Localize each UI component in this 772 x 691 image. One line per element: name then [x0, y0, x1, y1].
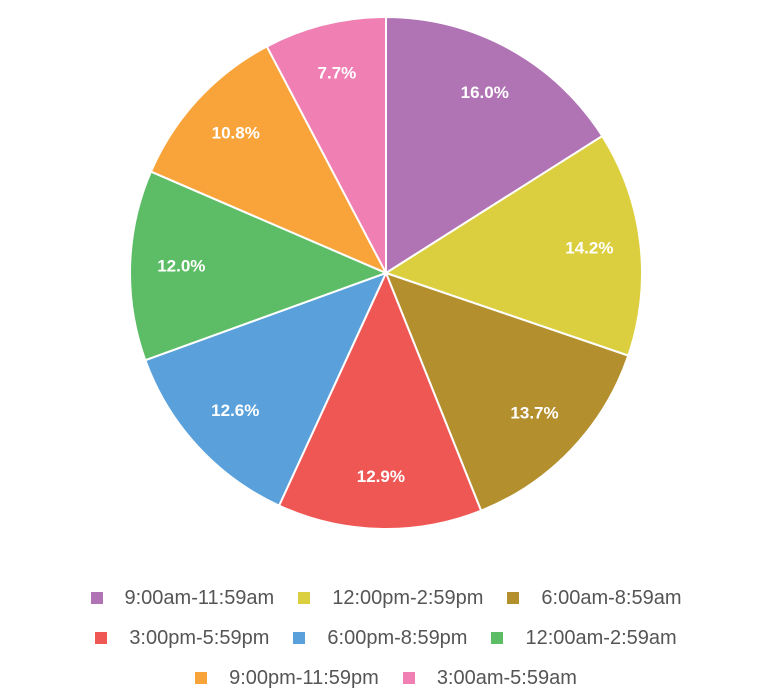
legend-row: 9:00pm-11:59pm 3:00am-5:59am [0, 658, 772, 691]
legend: 9:00am-11:59am 12:00pm-2:59pm 6:00am-8:59a… [0, 578, 772, 691]
slice-label: 13.7% [510, 403, 558, 422]
legend-item: 6:00pm-8:59pm [293, 627, 467, 650]
legend-label: 6:00am-8:59am [541, 586, 682, 609]
pie-slice [277, 270, 483, 530]
legend-label: 6:00pm-8:59pm [327, 626, 468, 649]
legend-swatch [90, 592, 103, 604]
slice-label: 12.9% [357, 467, 405, 486]
slice-label: 12.0% [157, 256, 205, 275]
legend-swatch [298, 592, 311, 604]
legend-label: 12:00am-2:59am [525, 626, 677, 649]
legend-item: 3:00am-5:59am [402, 666, 577, 690]
legend-swatch [293, 632, 306, 644]
legend-label: 12:00pm-2:59pm [332, 586, 484, 609]
pie-slice [149, 45, 389, 276]
slice-label: 10.8% [212, 123, 260, 142]
slice-label: 14.2% [565, 238, 613, 257]
legend-item: 12:00am-2:59am [491, 626, 677, 650]
legend-label: 3:00am-5:59am [436, 666, 577, 689]
legend-row: 9:00am-11:59am 12:00pm-2:59pm 6:00am-8:59a… [0, 578, 772, 618]
slice-label: 7.7% [318, 64, 357, 83]
legend-swatch [195, 672, 208, 684]
slice-label: 16.0% [461, 83, 509, 102]
legend-label: 9:00am-11:59am [124, 586, 275, 609]
legend-item: 9:00am-11:59am [90, 586, 275, 610]
legend-swatch [402, 672, 415, 684]
legend-swatch [95, 632, 108, 644]
legend-item: 6:00am-8:59am [507, 586, 682, 610]
legend-item: 3:00pm-5:59pm [95, 627, 269, 650]
pie-slice [384, 271, 630, 512]
legend-row: 3:00pm-5:59pm 6:00pm-8:59pm 12:00am-2:59am [0, 618, 772, 658]
legend-swatch [507, 592, 520, 604]
pie-slice [385, 15, 604, 275]
pie-slice [129, 170, 389, 362]
legend-item: 9:00pm-11:59pm [195, 667, 379, 690]
legend-item: 12:00pm-2:59pm [298, 587, 483, 610]
legend-label: 9:00pm-11:59pm [229, 666, 379, 689]
legend-swatch [491, 632, 504, 644]
pie-slice [144, 271, 388, 507]
pie-slice [265, 15, 387, 274]
chart: 16.0% 14.2% 13.7% 12.9% 12.6% 12.0% 10.8% 7.7% [129, 15, 643, 530]
pie-slice [383, 134, 643, 357]
slice-label: 12.6% [211, 401, 259, 420]
legend-label: 3:00pm-5:59pm [129, 626, 270, 649]
